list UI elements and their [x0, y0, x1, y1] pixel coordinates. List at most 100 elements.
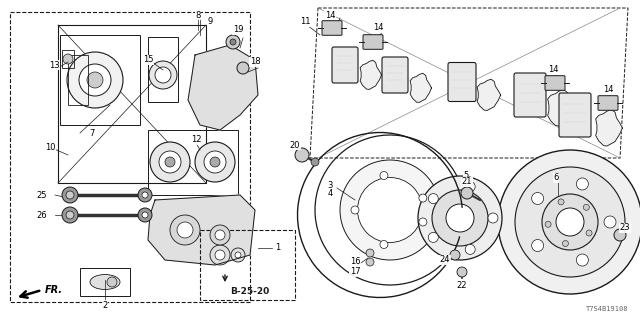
FancyBboxPatch shape — [545, 76, 565, 90]
Circle shape — [155, 67, 171, 83]
Bar — [200, 230, 295, 300]
Text: 26: 26 — [36, 211, 47, 220]
Text: 20: 20 — [290, 140, 300, 149]
Text: 2: 2 — [102, 300, 108, 309]
Circle shape — [556, 208, 584, 236]
Circle shape — [177, 222, 193, 238]
Circle shape — [237, 62, 249, 74]
Ellipse shape — [90, 275, 120, 290]
Circle shape — [380, 172, 388, 180]
Text: 11: 11 — [300, 18, 310, 27]
Text: 21: 21 — [461, 178, 472, 187]
Circle shape — [149, 61, 177, 89]
Circle shape — [62, 207, 78, 223]
Polygon shape — [548, 90, 574, 126]
Circle shape — [210, 225, 230, 245]
Circle shape — [210, 245, 230, 265]
Circle shape — [419, 194, 427, 202]
Circle shape — [63, 54, 73, 64]
Bar — [60, 35, 140, 125]
Text: 5: 5 — [463, 171, 468, 180]
Circle shape — [311, 158, 319, 166]
Text: 8: 8 — [195, 11, 201, 20]
Circle shape — [457, 267, 467, 277]
Circle shape — [231, 248, 245, 262]
Circle shape — [295, 148, 309, 162]
Polygon shape — [477, 79, 500, 110]
FancyBboxPatch shape — [322, 21, 342, 35]
Ellipse shape — [358, 178, 422, 243]
Circle shape — [461, 187, 473, 199]
FancyBboxPatch shape — [598, 96, 618, 110]
Circle shape — [215, 250, 225, 260]
Circle shape — [380, 240, 388, 248]
Circle shape — [165, 157, 175, 167]
Circle shape — [66, 211, 74, 219]
Polygon shape — [188, 45, 258, 130]
Circle shape — [515, 167, 625, 277]
Circle shape — [558, 199, 564, 205]
Bar — [148, 130, 238, 195]
Circle shape — [586, 230, 592, 236]
Circle shape — [66, 191, 74, 199]
FancyBboxPatch shape — [363, 35, 383, 49]
Circle shape — [210, 157, 220, 167]
Text: 10: 10 — [45, 143, 55, 153]
Text: 19: 19 — [233, 26, 243, 35]
Text: B-25-20: B-25-20 — [230, 287, 269, 297]
Circle shape — [226, 35, 240, 49]
Text: 9: 9 — [207, 18, 212, 27]
Circle shape — [419, 218, 427, 226]
FancyBboxPatch shape — [559, 93, 591, 137]
Bar — [62, 50, 74, 68]
Text: 14: 14 — [548, 66, 558, 75]
FancyBboxPatch shape — [332, 47, 358, 83]
Ellipse shape — [340, 160, 440, 260]
Circle shape — [542, 194, 598, 250]
Polygon shape — [360, 60, 381, 89]
FancyBboxPatch shape — [382, 57, 408, 93]
Circle shape — [418, 176, 502, 260]
Text: 3: 3 — [327, 180, 333, 189]
Bar — [148, 37, 178, 102]
Circle shape — [62, 187, 78, 203]
Circle shape — [142, 192, 148, 198]
Polygon shape — [410, 73, 431, 102]
Text: 14: 14 — [372, 23, 383, 33]
FancyBboxPatch shape — [448, 62, 476, 101]
Text: 25: 25 — [36, 190, 47, 199]
Text: 7: 7 — [90, 129, 95, 138]
Polygon shape — [148, 195, 255, 265]
Text: 16: 16 — [349, 258, 360, 267]
Circle shape — [230, 39, 236, 45]
Circle shape — [498, 150, 640, 294]
Polygon shape — [596, 110, 622, 146]
Circle shape — [67, 52, 123, 108]
Circle shape — [138, 188, 152, 202]
Text: 14: 14 — [324, 11, 335, 20]
Text: 15: 15 — [143, 55, 153, 65]
Bar — [68, 55, 88, 105]
Circle shape — [577, 178, 588, 190]
Text: 23: 23 — [620, 223, 630, 233]
Text: 17: 17 — [349, 268, 360, 276]
Circle shape — [138, 208, 152, 222]
Text: T7S4B19108: T7S4B19108 — [586, 306, 628, 312]
Circle shape — [428, 194, 438, 204]
Bar — [10, 12, 250, 302]
Circle shape — [366, 249, 374, 257]
Circle shape — [235, 252, 241, 258]
Circle shape — [563, 241, 568, 246]
Bar — [80, 268, 130, 296]
Text: 1: 1 — [275, 244, 280, 252]
Circle shape — [488, 213, 498, 223]
Text: 24: 24 — [440, 255, 451, 265]
Bar — [58, 25, 206, 183]
Circle shape — [159, 151, 181, 173]
Circle shape — [532, 193, 543, 204]
Circle shape — [545, 221, 551, 227]
Circle shape — [204, 151, 226, 173]
Circle shape — [107, 277, 117, 287]
Circle shape — [465, 182, 475, 192]
Circle shape — [604, 216, 616, 228]
